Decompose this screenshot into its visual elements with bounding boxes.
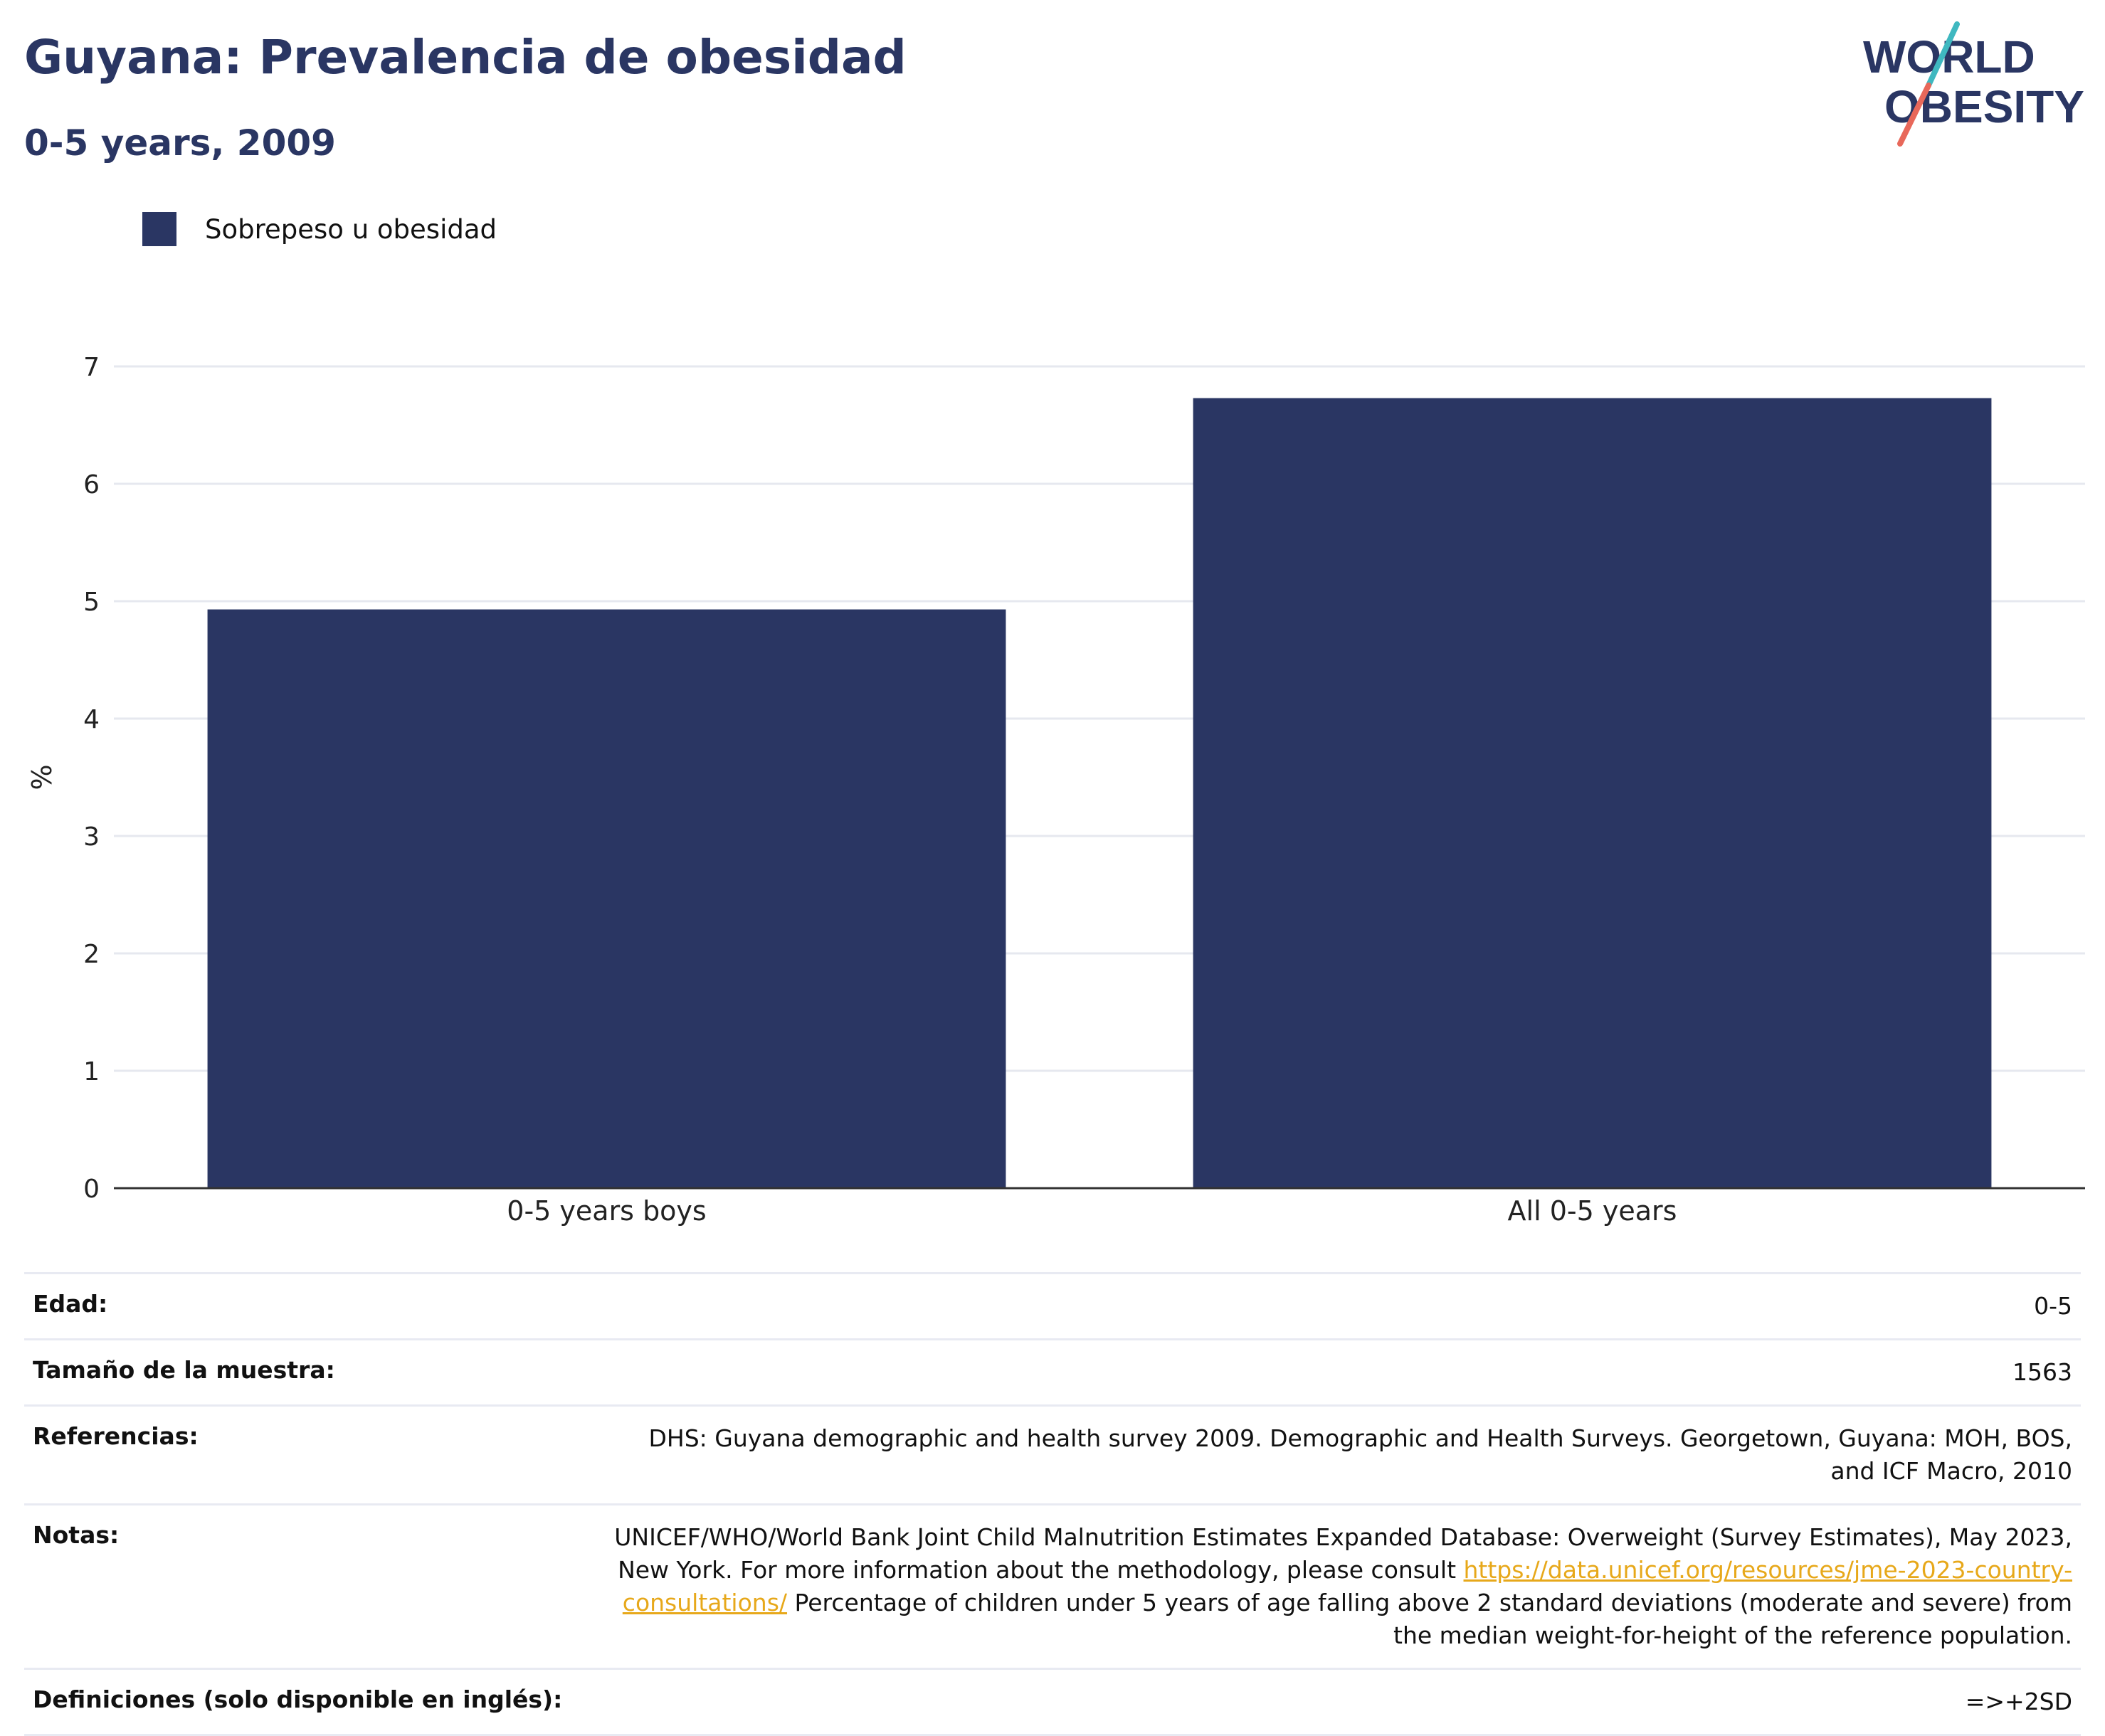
age-label: Edad: — [33, 1290, 108, 1318]
info-table: Edad: 0-5 Tamaño de la muestra: 1563 Ref… — [24, 1272, 2081, 1736]
definitions-value: =>+2SD — [1965, 1688, 2072, 1715]
bar-chart: 0 1 2 3 4 5 6 7% 0-5 years boys All 0-5 years — [26, 353, 2085, 1227]
info-row-sample: Tamaño de la muestra: 1563 — [24, 1338, 2081, 1404]
world-obesity-logo[interactable]: WORLD OBESITY — [1850, 21, 2092, 149]
y-tick-label: 7 — [83, 353, 100, 382]
info-row-definitions: Definiciones (solo disponible en inglés)… — [24, 1668, 2081, 1736]
notes-link[interactable]: https://data.unicef.org/resources/jme-20… — [622, 1556, 2072, 1616]
y-tick-label: 0 — [83, 1175, 100, 1204]
y-axis-label: % — [26, 764, 58, 790]
references-value: DHS: Guyana demographic and health surve… — [648, 1424, 2073, 1485]
notes-value: UNICEF/WHO/World Bank Joint Child Malnut… — [613, 1521, 2072, 1652]
age-value: 0-5 — [2034, 1292, 2072, 1320]
x-tick-label: All 0-5 years — [1508, 1195, 1677, 1227]
y-tick-label: 2 — [83, 940, 100, 969]
y-tick-label: 6 — [83, 470, 100, 499]
sample-value: 1563 — [2012, 1358, 2072, 1386]
x-tick-label: 0-5 years boys — [507, 1195, 706, 1227]
notes-text-2: Percentage of children under 5 years of … — [787, 1589, 2073, 1649]
legend-swatch — [142, 212, 176, 246]
notes-text-1: UNICEF/WHO/World Bank Joint Child Malnut… — [614, 1523, 2072, 1584]
definitions-label: Definiciones (solo disponible en inglés)… — [33, 1685, 563, 1713]
references-label: Referencias: — [33, 1422, 199, 1450]
logo-slash-teal — [1926, 21, 1960, 88]
legend: Sobrepeso u obesidad — [142, 212, 497, 246]
page-subtitle: 0-5 years, 2009 — [24, 122, 336, 164]
info-row-references: Referencias: DHS: Guyana demographic and… — [24, 1404, 2081, 1503]
legend-label: Sobrepeso u obesidad — [205, 213, 497, 245]
info-row-notes: Notas: UNICEF/WHO/World Bank Joint Child… — [24, 1503, 2081, 1668]
bar — [1193, 398, 1992, 1188]
sample-label: Tamaño de la muestra: — [33, 1356, 335, 1384]
bar — [207, 609, 1006, 1188]
y-tick-label: 3 — [83, 822, 100, 852]
info-row-age: Edad: 0-5 — [24, 1272, 2081, 1338]
y-tick-label: 4 — [83, 705, 100, 734]
y-tick-label: 5 — [83, 588, 100, 617]
notes-label: Notas: — [33, 1521, 120, 1549]
logo-slash-coral — [1897, 83, 1931, 147]
page-title: Guyana: Prevalencia de obesidad — [24, 30, 907, 85]
y-tick-label: 1 — [83, 1057, 100, 1086]
logo-obesity-text: OBESITY — [1884, 81, 2084, 132]
